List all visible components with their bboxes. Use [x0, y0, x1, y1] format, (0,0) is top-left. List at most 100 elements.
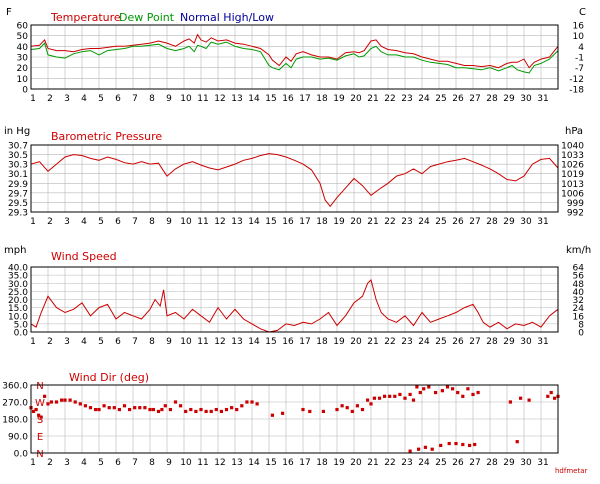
- wind-dir-point: [546, 394, 550, 398]
- wind-speed-left-unit: mph: [4, 245, 26, 256]
- x-tick-label: 22: [384, 94, 395, 104]
- y-tick-label-left: 30: [17, 54, 29, 64]
- wind-dir-point: [335, 407, 339, 412]
- wind-dir-point: [403, 396, 407, 400]
- wind-dir-point: [355, 404, 359, 408]
- y-tick-label-left: 30.0: [8, 280, 28, 290]
- wind-dir-point: [308, 409, 312, 414]
- y-tick-label-right: 10: [573, 32, 585, 42]
- x-tick-label: 7: [132, 458, 138, 468]
- x-tick-label: 31: [537, 217, 548, 227]
- wind-dir-point: [54, 400, 59, 404]
- x-tick-label: 21: [367, 217, 378, 227]
- y-tick-label-right: 16: [573, 22, 585, 32]
- x-tick-label: 29: [503, 458, 515, 468]
- x-tick-label: 2: [47, 94, 53, 104]
- wind-dir-point: [173, 400, 178, 404]
- y-tick-label-right: 1033: [561, 151, 584, 161]
- x-tick-label: 2: [47, 458, 53, 468]
- x-tick-label: 15: [265, 217, 276, 227]
- y-tick-label-left: 270.0: [2, 399, 28, 409]
- x-tick-label: 17: [299, 458, 310, 468]
- wind-dir-point: [224, 407, 229, 412]
- wind-dir-point: [46, 402, 50, 406]
- wind-dir-point: [97, 407, 101, 412]
- y-tick-label-left: 29.7: [8, 189, 28, 199]
- wind-dir-point: [321, 409, 325, 414]
- x-tick-label: 29: [503, 337, 515, 347]
- x-tick-label: 4: [81, 337, 87, 347]
- wind-dir-point: [340, 404, 344, 408]
- temperature-right-unit: C: [579, 7, 586, 18]
- plot-frame: [30, 266, 559, 333]
- wind-dir-point: [476, 390, 480, 395]
- x-tick-label: 27: [469, 458, 480, 468]
- x-tick-label: 2: [47, 337, 53, 347]
- temperature-chart: F C Temperature Dew Point Normal High/Lo…: [6, 7, 586, 104]
- x-tick-label: 1: [30, 217, 36, 227]
- wind-dir-point: [151, 407, 155, 412]
- wind-dir-point: [377, 396, 382, 400]
- wind-dir-point: [39, 415, 43, 419]
- x-tick-label: 16: [282, 458, 294, 468]
- wind-dir-point: [179, 404, 183, 408]
- wind-dir-point: [156, 409, 161, 414]
- legend-temperature: Temperature: [50, 11, 121, 24]
- y-tick-label-right: 32: [573, 296, 584, 306]
- x-tick-label: 6: [115, 337, 121, 347]
- y-tick-label-right: 64: [573, 264, 585, 274]
- wind-dir-point: [383, 394, 387, 398]
- wind-dir-point: [430, 447, 434, 451]
- x-tick-label: 12: [214, 458, 225, 468]
- x-tick-label: 1: [30, 337, 36, 347]
- y-tick-label-left: 5.0: [14, 320, 29, 330]
- wind-dir-point: [456, 390, 460, 395]
- x-tick-label: 14: [248, 458, 260, 468]
- wind-dir-point: [199, 407, 203, 412]
- wind-dir-point: [515, 440, 519, 444]
- wind-dir-point: [230, 406, 234, 410]
- wind-dir-point: [133, 406, 137, 410]
- wind-dir-point: [168, 407, 172, 412]
- wind-dir-point: [415, 385, 419, 389]
- x-tick-label: 18: [316, 217, 328, 227]
- y-tick-label-left: 29.9: [8, 180, 28, 190]
- y-tick-label-left: 180.0: [2, 416, 28, 426]
- plot-frame: [30, 24, 559, 90]
- x-tick-label: 13: [231, 217, 242, 227]
- plot-frame: [30, 144, 559, 213]
- plot-frame: [30, 384, 559, 454]
- x-tick-label: 18: [316, 94, 328, 104]
- barometric-pressure-line: [30, 153, 559, 208]
- y-tick-label-right: 4: [578, 43, 584, 53]
- x-tick-label: 16: [282, 217, 294, 227]
- x-tick-label: 10: [180, 337, 192, 347]
- wind-dir-point: [94, 407, 98, 412]
- y-tick-label-right: 16: [573, 312, 585, 322]
- wind-dir-point: [408, 392, 412, 397]
- x-tick-label: 27: [469, 337, 480, 347]
- wind-dir-title: Wind Dir (deg): [69, 371, 149, 384]
- wind-dir-point: [372, 396, 376, 400]
- y-tick-label-right: 56: [573, 272, 585, 282]
- pressure-chart: in Hg hPa Barometric Pressure 30.7 1040 30…: [4, 126, 584, 227]
- x-tick-label: 13: [231, 337, 242, 347]
- wind-dir-point: [466, 387, 470, 391]
- x-tick-label: 7: [132, 94, 138, 104]
- x-tick-label: 17: [299, 94, 310, 104]
- x-tick-label: 26: [452, 217, 464, 227]
- x-tick-label: 29: [503, 217, 515, 227]
- x-tick-label: 16: [282, 337, 294, 347]
- wind-dir-point: [43, 394, 47, 398]
- wind-dir-point: [473, 442, 477, 447]
- wind-dir-point: [102, 404, 106, 408]
- x-tick-label: 9: [166, 458, 172, 468]
- y-tick-label-left: 10.0: [8, 312, 28, 322]
- wind-dir-point: [423, 445, 427, 449]
- x-tick-label: 31: [537, 337, 548, 347]
- y-tick-label-left: 25.0: [8, 288, 28, 298]
- x-tick-label: 7: [132, 217, 138, 227]
